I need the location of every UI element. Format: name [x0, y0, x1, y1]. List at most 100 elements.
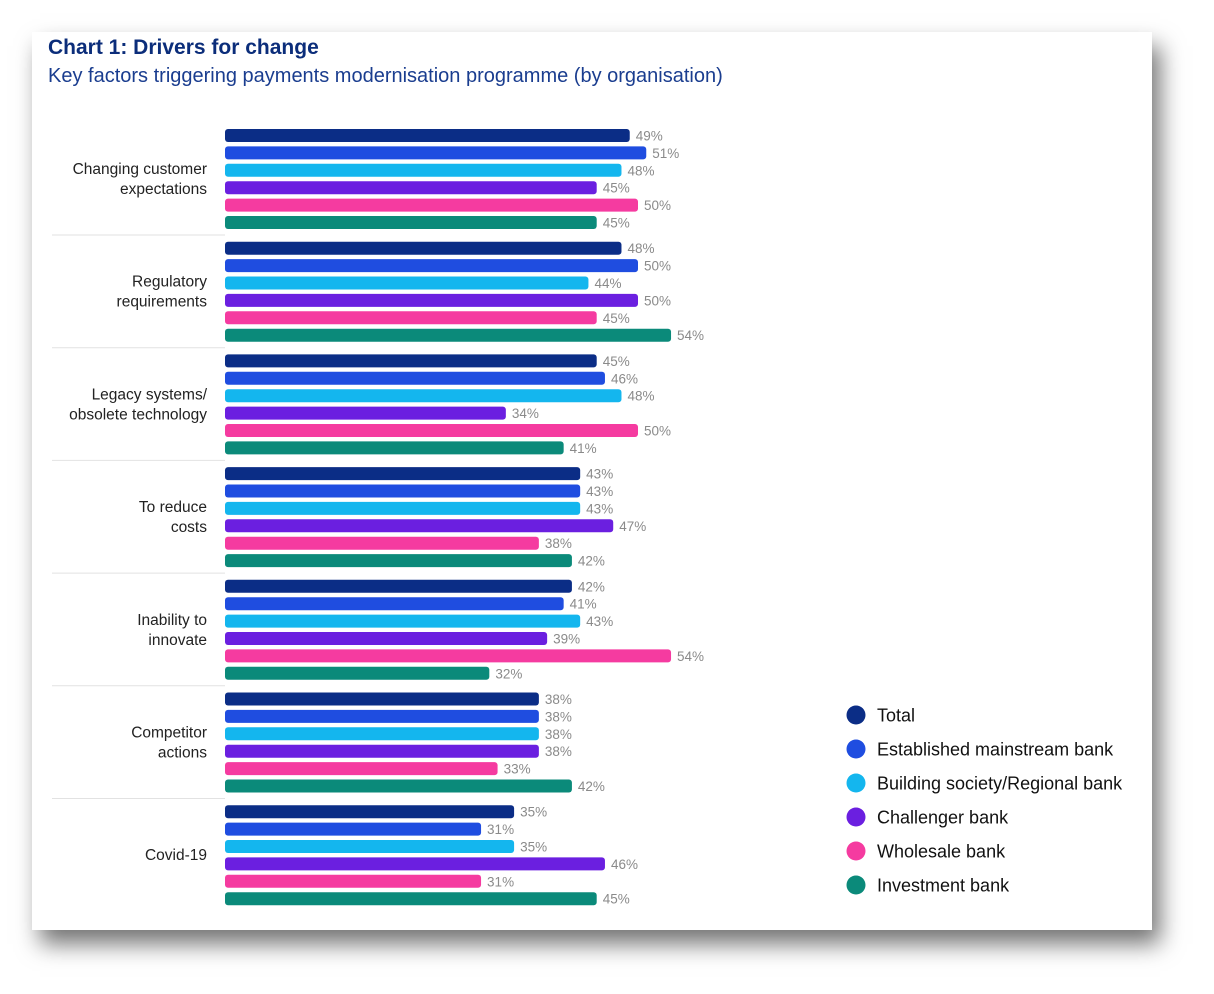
bar — [225, 519, 614, 533]
bar — [225, 484, 581, 498]
bar — [225, 216, 597, 229]
data-label: 43% — [586, 467, 613, 482]
legend-label: Wholesale bank — [877, 842, 1006, 862]
bar — [225, 666, 490, 680]
category-label: expectations — [120, 181, 207, 198]
category-label: obsolete technology — [69, 406, 207, 423]
data-label: 38% — [545, 727, 572, 742]
legend-swatch — [846, 739, 866, 759]
data-label: 38% — [545, 536, 572, 551]
data-label: 45% — [603, 311, 630, 326]
bar — [225, 276, 589, 290]
data-label: 38% — [545, 709, 572, 724]
data-label: 41% — [570, 441, 597, 456]
bar — [225, 129, 630, 142]
data-label: 48% — [627, 241, 654, 256]
data-label: 51% — [652, 146, 679, 161]
legend-label: Building society/Regional bank — [877, 774, 1123, 794]
bar — [225, 822, 482, 836]
bar — [225, 259, 638, 273]
data-label: 38% — [545, 692, 572, 707]
data-label: 31% — [487, 874, 514, 889]
bar — [225, 536, 539, 550]
bar — [225, 293, 638, 307]
legend-label: Total — [877, 706, 915, 726]
legend-swatch — [846, 841, 866, 861]
chart-title: Chart 1: Drivers for change — [48, 36, 319, 59]
category-label: Regulatory — [132, 274, 207, 291]
bar — [225, 579, 572, 593]
data-label: 38% — [545, 744, 572, 759]
legend-label: Investment bank — [877, 876, 1010, 896]
bar — [225, 857, 605, 871]
bar — [225, 840, 515, 853]
category-label: To reduce — [139, 499, 207, 516]
legend-label: Challenger bank — [877, 808, 1009, 828]
data-label: 31% — [487, 822, 514, 837]
bar — [225, 441, 564, 455]
legend-label: Established mainstream bank — [877, 740, 1114, 760]
bar — [225, 181, 597, 195]
bar — [225, 311, 597, 325]
legend-swatch — [846, 807, 866, 827]
category-label: Covid-19 — [145, 847, 207, 864]
data-label: 39% — [553, 632, 580, 647]
data-label: 35% — [520, 805, 547, 820]
legend-swatch — [846, 705, 866, 725]
legend-swatch — [846, 875, 866, 895]
data-label: 42% — [578, 554, 605, 569]
category-label: actions — [158, 745, 207, 762]
bar — [225, 198, 638, 212]
data-label: 35% — [520, 840, 547, 855]
data-label: 34% — [512, 406, 539, 421]
data-label: 42% — [578, 579, 605, 594]
data-label: 45% — [603, 181, 630, 196]
bar — [225, 371, 605, 385]
data-label: 50% — [644, 259, 671, 274]
data-label: 43% — [586, 614, 613, 629]
data-label: 41% — [570, 597, 597, 612]
category-label: Legacy systems/ — [92, 386, 208, 403]
bar — [225, 501, 581, 515]
data-label: 32% — [495, 666, 522, 681]
data-label: 48% — [627, 163, 654, 178]
bar — [225, 805, 515, 819]
bar — [225, 241, 622, 255]
bar — [225, 328, 672, 342]
data-label: 45% — [603, 354, 630, 369]
data-label: 45% — [603, 892, 630, 907]
data-label: 48% — [627, 389, 654, 404]
bar — [225, 467, 581, 481]
bar — [225, 874, 482, 888]
bar — [225, 692, 539, 706]
category-label: requirements — [117, 294, 208, 311]
bar — [225, 146, 647, 160]
category-label: Changing customer — [73, 161, 207, 178]
data-label: 49% — [636, 129, 663, 144]
data-label: 50% — [644, 198, 671, 213]
data-label: 46% — [611, 857, 638, 872]
legend-swatch — [846, 773, 866, 793]
category-label: Competitor — [131, 725, 207, 742]
data-label: 47% — [619, 519, 646, 534]
bar — [225, 727, 539, 741]
data-label: 43% — [586, 484, 613, 499]
bar — [225, 163, 622, 177]
bar — [225, 554, 572, 568]
data-label: 54% — [677, 649, 704, 664]
data-label: 33% — [504, 762, 531, 777]
data-label: 46% — [611, 371, 638, 386]
bar — [225, 614, 581, 628]
data-label: 44% — [594, 276, 621, 291]
category-label: costs — [171, 519, 207, 536]
category-label: innovate — [148, 632, 207, 649]
bar — [225, 779, 572, 793]
bar — [225, 744, 539, 758]
data-label: 54% — [677, 328, 704, 343]
bar — [225, 649, 672, 663]
bar — [225, 892, 597, 906]
bar — [225, 632, 548, 645]
bar — [225, 597, 564, 611]
data-label: 50% — [644, 293, 671, 308]
